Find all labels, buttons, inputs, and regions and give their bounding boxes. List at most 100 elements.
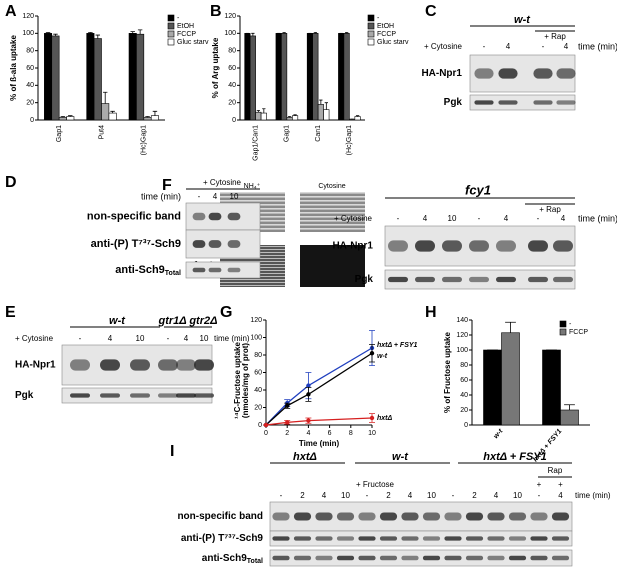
x-tick-label: 6 (328, 430, 332, 437)
condition-label: + Fructose (356, 480, 395, 489)
band (465, 555, 484, 561)
legend-swatch (167, 30, 175, 38)
bar (255, 111, 262, 121)
bar (281, 33, 288, 121)
y-tick-label: 80 (460, 362, 468, 369)
bar (244, 33, 251, 121)
row-label: anti-(P) T⁷³⁷-Sch9 (181, 533, 264, 544)
band (465, 536, 484, 541)
y-tick-label: 40 (254, 387, 262, 394)
band (474, 68, 494, 79)
band (496, 276, 516, 283)
band (422, 512, 441, 521)
condition-label: + Cytosine (15, 334, 54, 343)
band (176, 359, 196, 371)
band (388, 240, 408, 252)
error-bar (319, 99, 323, 105)
lane-label: - (483, 42, 486, 51)
band (158, 393, 178, 398)
x-tick-label: (Hc)Gap1 (141, 125, 148, 155)
legend-label: Gluc starv (177, 39, 209, 46)
strain-header: gtr1Δ gtr2Δ (158, 315, 218, 327)
bar (260, 112, 267, 121)
lane-label: 10 (200, 334, 209, 343)
band (336, 536, 355, 541)
band (401, 536, 419, 541)
x-tick-label: Gap1 (56, 125, 63, 142)
lane-label: - (280, 491, 283, 500)
band (272, 536, 290, 541)
band (358, 555, 376, 561)
error-bar (152, 110, 158, 116)
error-bar (313, 32, 318, 34)
legend-label: EtOH (377, 23, 394, 30)
bar (323, 109, 330, 121)
x-axis-label: Time (min) (299, 439, 340, 448)
lane-label: 2 (472, 491, 477, 500)
lane-label: 10 (513, 491, 522, 500)
lane-label: 4 (564, 42, 569, 51)
bar (136, 33, 145, 121)
band (422, 536, 441, 541)
legend-label: FCCP (177, 31, 196, 38)
lane-label: 4 (504, 214, 509, 223)
band (158, 359, 178, 371)
legend-label: EtOH (177, 23, 194, 30)
blot-row (185, 261, 261, 279)
strain-header: hxtΔ (293, 451, 317, 463)
bar (58, 117, 67, 121)
strain-header: fcy1 (465, 182, 491, 197)
y-tick-label: 60 (460, 377, 468, 384)
x-tick-label: 10 (368, 430, 376, 437)
error-bar (130, 31, 135, 34)
y-axis-label: (nmoles/mg of prot) (241, 343, 250, 418)
error-bar (95, 34, 101, 39)
y-tick-label: 40 (26, 82, 34, 89)
band (379, 512, 398, 521)
condition-label: + Cytosine (203, 178, 242, 187)
x-tick-label: Put4 (98, 125, 105, 140)
y-tick-label: 120 (224, 13, 236, 20)
legend-label: FCCP (569, 329, 588, 336)
micrograph (300, 192, 365, 232)
band (130, 359, 150, 371)
legend-swatch (367, 38, 375, 46)
error-bar (287, 116, 292, 118)
panel-letter: G (220, 304, 232, 321)
band (465, 512, 484, 521)
y-tick-label: 20 (254, 404, 262, 411)
point (285, 420, 290, 425)
band (528, 276, 548, 283)
band (401, 555, 419, 561)
band (272, 512, 290, 521)
band (358, 536, 376, 541)
error-bar (282, 32, 286, 34)
band (442, 240, 462, 252)
band (272, 555, 290, 561)
point (369, 351, 375, 356)
strain-header: hxtΔ + FSY1 (483, 451, 547, 463)
legend-swatch (167, 22, 175, 30)
bar (317, 104, 324, 121)
legend-label: - (569, 321, 572, 328)
bar (354, 116, 361, 121)
lane-label: 4 (213, 192, 218, 201)
point (306, 392, 311, 397)
bar (143, 117, 152, 121)
line (265, 417, 373, 426)
x-tick-label: 2 (285, 430, 289, 437)
band (227, 240, 241, 248)
subscript: Total (247, 558, 263, 565)
row-label: Pgk (15, 390, 34, 401)
bar (66, 116, 75, 121)
lane-label: 4 (423, 214, 428, 223)
x-tick-label: w-t (493, 427, 505, 440)
y-tick-label: 0 (464, 422, 468, 429)
band (508, 536, 527, 541)
band (208, 240, 222, 248)
band (194, 393, 214, 398)
time-label: time (min) (214, 334, 250, 343)
band (315, 512, 333, 521)
error-bar (251, 32, 255, 36)
